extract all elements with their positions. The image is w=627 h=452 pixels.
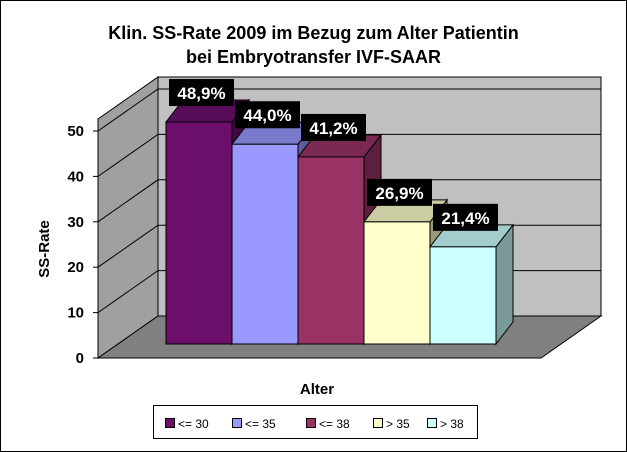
data-label: 26,9% bbox=[375, 184, 423, 203]
data-label: 48,9% bbox=[177, 84, 225, 103]
bar bbox=[165, 121, 233, 345]
data-label: 41,2% bbox=[309, 119, 357, 138]
data-label-bg bbox=[301, 113, 366, 141]
data-label: 44,0% bbox=[243, 106, 291, 125]
data-label: 21,4% bbox=[441, 209, 489, 228]
bar bbox=[363, 221, 431, 345]
legend-label: <= 30 bbox=[178, 416, 209, 431]
y-axis-label: SS-Rate bbox=[36, 220, 53, 278]
gridline bbox=[97, 133, 601, 177]
bar bbox=[429, 246, 497, 345]
legend-swatch bbox=[165, 417, 175, 428]
data-label-bg bbox=[367, 178, 432, 206]
x-axis-label: Alter bbox=[300, 381, 334, 398]
legend-item: > 38 bbox=[427, 416, 464, 431]
bar bbox=[297, 156, 365, 345]
y-tick-label: 10 bbox=[67, 305, 84, 322]
legend-label: > 35 bbox=[386, 416, 410, 431]
data-label-bg bbox=[433, 203, 498, 231]
legend-swatch bbox=[232, 417, 242, 428]
legend-label: > 38 bbox=[440, 416, 464, 431]
gridline bbox=[97, 88, 601, 132]
legend-item: <= 30 bbox=[165, 416, 209, 431]
legend-swatch bbox=[306, 417, 316, 428]
gridline bbox=[97, 179, 601, 223]
y-tick-label: 0 bbox=[76, 350, 84, 367]
chart-title: Klin. SS-Rate 2009 im Bezug zum Alter Pa… bbox=[108, 23, 519, 43]
data-label-bg bbox=[169, 78, 234, 106]
legend-item: <= 38 bbox=[306, 416, 350, 431]
legend-swatch bbox=[373, 417, 383, 428]
bar bbox=[231, 143, 299, 345]
legend-item: <= 35 bbox=[232, 416, 276, 431]
data-label-bg bbox=[235, 101, 300, 129]
legend-item: > 35 bbox=[373, 416, 410, 431]
y-tick-label: 50 bbox=[67, 123, 84, 140]
side-wall bbox=[97, 76, 159, 359]
legend-label: <= 35 bbox=[245, 416, 276, 431]
y-tick-label: 20 bbox=[67, 259, 84, 276]
y-tick-label: 30 bbox=[67, 214, 84, 231]
chart-legend: <= 30 <= 35 <= 38 > 35 > 38 bbox=[153, 405, 478, 439]
legend-label: <= 38 bbox=[319, 416, 350, 431]
chart-subtitle: bei Embryotransfer IVF-SAAR bbox=[185, 47, 442, 67]
y-tick-label: 40 bbox=[67, 168, 84, 185]
legend-swatch bbox=[427, 417, 437, 428]
